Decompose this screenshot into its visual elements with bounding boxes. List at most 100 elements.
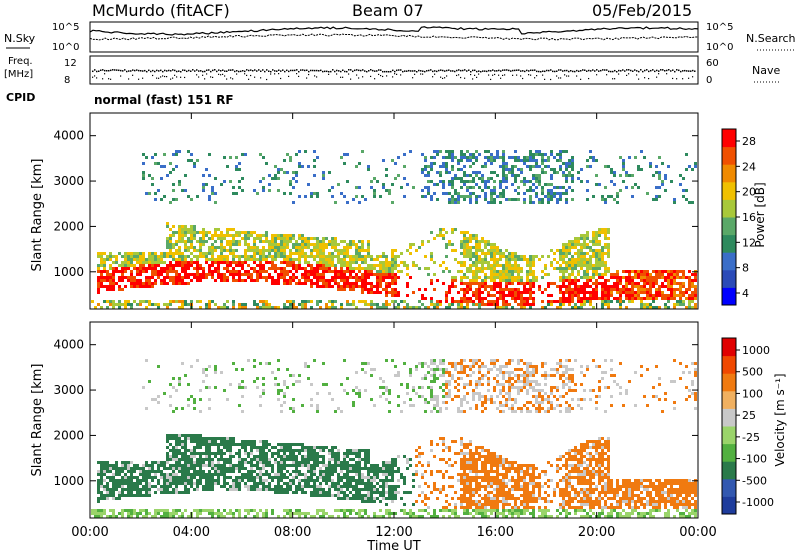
range-time-cell: [634, 270, 637, 273]
range-time-cell: [154, 398, 157, 401]
range-time-cell: [316, 485, 319, 488]
range-time-cell: [508, 273, 511, 276]
range-time-cell: [475, 282, 478, 285]
range-time-cell: [463, 261, 466, 264]
range-time-cell: [100, 264, 103, 267]
range-time-cell: [193, 162, 196, 165]
range-time-cell: [289, 183, 292, 186]
range-time-cell: [301, 488, 304, 491]
freq-sample: [322, 70, 324, 73]
range-time-cell: [301, 446, 304, 449]
range-time-cell: [121, 494, 124, 497]
range-time-cell: [220, 246, 223, 249]
freq-sample: [414, 70, 416, 72]
range-time-cell: [532, 255, 535, 258]
range-time-cell: [286, 264, 289, 267]
range-time-cell: [460, 303, 463, 306]
range-time-cell: [202, 273, 205, 276]
range-time-cell: [301, 255, 304, 258]
range-time-cell: [265, 249, 268, 252]
range-time-cell: [214, 228, 217, 231]
range-time-cell: [604, 285, 607, 288]
range-time-cell: [190, 234, 193, 237]
range-time-cell: [517, 198, 520, 201]
nave-sample: [522, 77, 524, 80]
range-time-cell: [316, 246, 319, 249]
range-time-cell: [520, 276, 523, 279]
range-time-cell: [640, 168, 643, 171]
range-time-cell: [172, 270, 175, 273]
range-time-cell: [388, 273, 391, 276]
range-time-cell: [445, 297, 448, 300]
range-time-cell: [430, 156, 433, 159]
range-time-cell: [127, 494, 130, 497]
range-time-cell: [502, 279, 505, 282]
nave-sample: [478, 73, 480, 75]
range-time-cell: [571, 294, 574, 297]
range-time-cell: [514, 150, 517, 153]
freq-sample: [630, 69, 632, 72]
range-time-cell: [145, 470, 148, 473]
range-time-cell: [304, 482, 307, 485]
range-time-cell: [232, 464, 235, 467]
freq-sample: [652, 69, 654, 71]
range-time-cell: [493, 264, 496, 267]
range-time-cell: [343, 276, 346, 279]
range-time-cell: [256, 386, 259, 389]
range-time-cell: [643, 303, 646, 306]
range-time-cell: [529, 153, 532, 156]
freq-sample: [666, 69, 668, 72]
range-time-cell: [667, 270, 670, 273]
range-time-cell: [424, 159, 427, 162]
range-time-cell: [154, 512, 157, 515]
range-time-cell: [688, 306, 691, 309]
range-time-cell: [553, 192, 556, 195]
range-time-cell: [166, 488, 169, 491]
range-time-cell: [337, 473, 340, 476]
freq-sample: [128, 70, 130, 72]
nave-sample: [568, 75, 570, 77]
range-time-cell: [490, 288, 493, 291]
range-time-cell: [586, 231, 589, 234]
range-time-cell: [178, 183, 181, 186]
range-time-cell: [547, 156, 550, 159]
range-time-cell: [100, 255, 103, 258]
range-time-cell: [97, 470, 100, 473]
range-time-cell: [124, 258, 127, 261]
range-time-cell: [499, 306, 502, 309]
range-time-cell: [607, 306, 610, 309]
nave-sample: [618, 73, 620, 75]
range-time-cell: [169, 476, 172, 479]
range-time-cell: [271, 177, 274, 180]
range-time-cell: [241, 153, 244, 156]
range-time-cell: [385, 276, 388, 279]
range-time-cell: [439, 300, 442, 303]
range-time-cell: [97, 461, 100, 464]
range-time-cell: [295, 488, 298, 491]
range-time-cell: [229, 252, 232, 255]
range-time-cell: [244, 255, 247, 258]
range-time-cell: [694, 306, 697, 309]
range-time-cell: [223, 267, 226, 270]
range-time-cell: [106, 494, 109, 497]
range-time-cell: [103, 485, 106, 488]
range-time-cell: [538, 288, 541, 291]
range-time-cell: [430, 180, 433, 183]
range-time-cell: [463, 273, 466, 276]
range-time-cell: [466, 282, 469, 285]
range-time-cell: [469, 288, 472, 291]
range-time-cell: [547, 159, 550, 162]
range-time-cell: [307, 464, 310, 467]
range-time-cell: [364, 285, 367, 288]
range-time-cell: [475, 246, 478, 249]
range-time-cell: [580, 291, 583, 294]
range-time-cell: [364, 273, 367, 276]
range-time-cell: [157, 264, 160, 267]
range-time-cell: [112, 467, 115, 470]
range-time-cell: [421, 243, 424, 246]
range-time-cell: [166, 491, 169, 494]
range-time-cell: [157, 482, 160, 485]
range-time-cell: [622, 291, 625, 294]
range-time-cell: [652, 297, 655, 300]
range-time-cell: [448, 171, 451, 174]
